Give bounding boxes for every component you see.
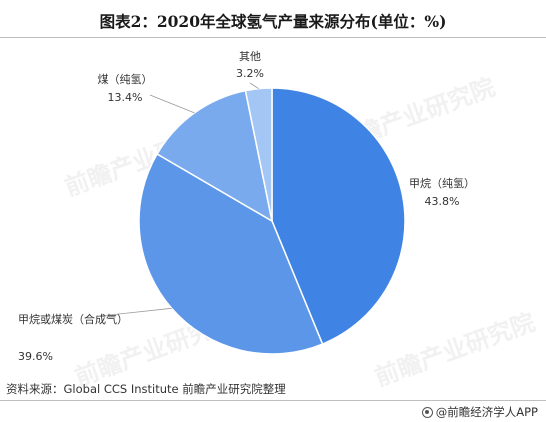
slice-label: 甲烷（纯氢） bbox=[409, 176, 475, 190]
chart-title: 图表2：2020年全球氢气产量来源分布(单位：%) bbox=[99, 12, 447, 31]
pie-slice bbox=[138, 152, 324, 355]
pie-slice bbox=[156, 89, 274, 223]
slice-label: 其他 bbox=[239, 50, 261, 63]
leader-line bbox=[149, 94, 195, 114]
slice-value: 13.4% bbox=[108, 91, 143, 104]
brand-text: @前瞻经济学人APP bbox=[435, 405, 538, 419]
leader-line bbox=[99, 307, 172, 317]
brand-footer: @前瞻经济学人APP bbox=[421, 404, 538, 420]
slice-label-line: 甲烷或煤炭（合成气） bbox=[18, 312, 128, 326]
slice-label: 甲烷或煤炭（合成气） bbox=[18, 312, 128, 326]
brand-logo-icon bbox=[421, 406, 433, 418]
slice-value: 43.8% bbox=[425, 195, 460, 208]
slice-value: 39.6% bbox=[18, 350, 53, 363]
source-note: 资料来源：Global CCS Institute 前瞻产业研究院整理 bbox=[6, 382, 286, 396]
title-divider bbox=[0, 37, 546, 38]
pie-slice bbox=[271, 87, 406, 346]
slice-value: 3.2% bbox=[236, 67, 264, 80]
leader-line bbox=[249, 82, 259, 90]
slice-label: 煤（纯氢） bbox=[98, 72, 153, 86]
footer-divider bbox=[0, 400, 546, 401]
